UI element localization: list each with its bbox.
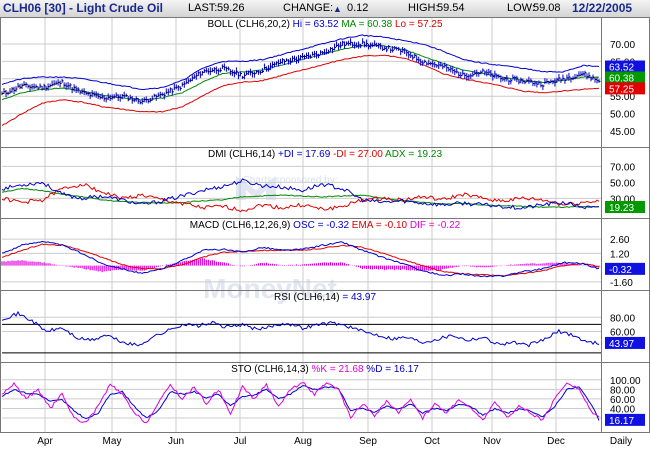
axis-tick-label: 30.00	[610, 194, 635, 205]
value-badge-text: 16.17	[609, 416, 634, 427]
title-segment: Hi = 63.52	[290, 19, 339, 30]
axis-tick-label: 40.00	[610, 404, 635, 415]
boll-upper-band	[1, 34, 600, 90]
axis-tick-label: 50.00	[610, 110, 635, 121]
value-badge-text: -0.32	[609, 265, 632, 276]
title-segment: MACD (CLH6,12,26,9)	[190, 220, 291, 231]
last-value: 59.26	[217, 2, 245, 14]
dmi-plus-di-line	[1, 178, 599, 210]
title-segment: -DI = 27.00	[330, 149, 383, 160]
axis-tick-label: -1.60	[610, 278, 633, 289]
value-badge-text: 19.23	[609, 203, 634, 214]
title-segment: = 43.97	[340, 292, 377, 303]
rsi-line	[1, 310, 600, 348]
title-segment: %D = 16.17	[364, 364, 420, 375]
title-segment: STO (CLH6,14,3)	[231, 364, 309, 375]
macd-osc-line	[1, 240, 600, 278]
title-segment: DIF = -0.22	[407, 220, 461, 231]
sto-k-line	[1, 381, 600, 424]
chart-background	[0, 17, 650, 450]
month-tick-label: Jul	[234, 436, 247, 447]
title-segment: Lo = 57.25	[392, 19, 443, 30]
boll-lower-band	[1, 54, 600, 126]
period-label: Daily	[610, 436, 632, 447]
axis-tick-label: 50.00	[610, 178, 635, 189]
low-value: 59.08	[533, 2, 561, 14]
high-value: 59.54	[437, 2, 465, 14]
change-value: 0.12	[347, 2, 369, 14]
month-tick-label: May	[103, 436, 122, 447]
panel-title-boll: BOLL (CLH6,20,2) Hi = 63.52 MA = 60.38 L…	[207, 19, 443, 30]
value-badge-text: 43.97	[609, 339, 634, 350]
header-bar: CLH06 [30] - Light Crude Oil LAST: 59.26…	[0, 0, 650, 18]
sto-d-line	[1, 385, 600, 421]
month-tick-label: Aug	[294, 436, 312, 447]
title-segment: DMI (CLH6,14)	[208, 149, 275, 160]
panel-title-rsi: RSI (CLH6,14) = 43.97	[274, 292, 376, 303]
value-badge	[605, 201, 645, 214]
axis-tick-label: 60.00	[610, 395, 635, 406]
change-up-arrow-icon: ▲	[333, 4, 342, 14]
axis-tick-label: 1.20	[610, 249, 630, 260]
axis-tick-label: 80.00	[610, 385, 635, 396]
axis-tick-label: 100.00	[610, 376, 641, 387]
watermark-text: Charts sponsored by:	[242, 175, 337, 186]
month-tick-label: Oct	[424, 436, 440, 447]
last-label: LAST:	[188, 2, 218, 14]
axis-tick-label: 80.00	[610, 313, 635, 324]
value-badge	[605, 336, 645, 349]
value-badge	[605, 413, 645, 426]
title-segment: +DI = 17.69	[275, 149, 330, 160]
title-segment: MA = 60.38	[339, 19, 393, 30]
title-segment: BOLL (CLH6,20,2)	[207, 19, 289, 30]
panel-title-dmi: DMI (CLH6,14) +DI = 17.69 -DI = 27.00 AD…	[208, 149, 442, 160]
panel-title-macd: MACD (CLH6,12,26,9) OSC = -0.32 EMA = -0…	[190, 220, 461, 231]
value-badge	[605, 60, 645, 73]
title-segment: OSC = -0.32	[290, 220, 349, 231]
month-tick-label: Nov	[483, 436, 501, 447]
value-badge	[605, 71, 645, 84]
low-label: LOW:	[507, 2, 535, 14]
value-badge	[605, 82, 645, 95]
value-badge	[605, 262, 645, 275]
value-badge-text: 60.38	[609, 73, 634, 84]
change-label: CHANGE:	[283, 2, 334, 14]
title-segment: %K = 21.68	[309, 364, 364, 375]
dmi-minus-di-line	[1, 183, 600, 213]
watermark-text: MoneyNet	[203, 273, 337, 304]
watermark-logo-icon	[236, 176, 276, 200]
month-tick-label: Jun	[168, 436, 184, 447]
axis-tick-label: 70.00	[610, 40, 635, 51]
axis-tick-label: 2.60	[610, 235, 630, 246]
value-badge-text: 57.25	[609, 84, 634, 95]
chart-date: 12/22/2005	[572, 1, 633, 15]
title-segment: EMA = -0.10	[349, 220, 408, 231]
axis-tick-label: 55.00	[610, 92, 635, 103]
sponsor-watermark: Charts sponsored by: MoneyNet	[203, 175, 337, 304]
symbol-title: CLH06 [30] - Light Crude Oil	[3, 1, 164, 15]
value-badge-text: 63.52	[609, 63, 634, 74]
month-tick-label: Apr	[37, 436, 53, 447]
title-segment: RSI (CLH6,14)	[274, 292, 340, 303]
panel-title-sto: STO (CLH6,14,3) %K = 21.68 %D = 16.17	[231, 364, 419, 375]
axis-tick-label: 60.00	[610, 328, 635, 339]
title-segment: ADX = 19.23	[383, 149, 443, 160]
month-tick-label: Sep	[359, 436, 377, 447]
high-label: HIGH:	[408, 2, 439, 14]
month-tick-label: Dec	[547, 436, 565, 447]
axis-tick-label: 70.00	[610, 162, 635, 173]
axis-tick-label: 45.00	[610, 127, 635, 138]
